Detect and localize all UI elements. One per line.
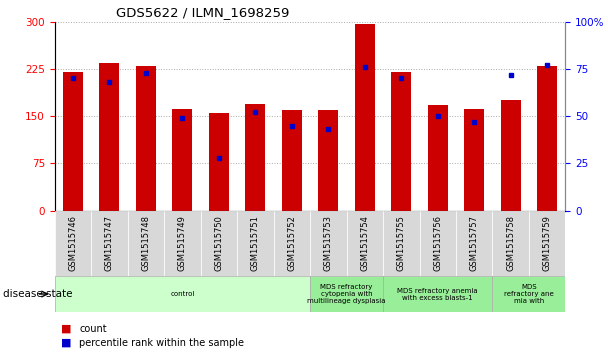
Text: count: count <box>79 323 106 334</box>
Bar <box>492 276 565 312</box>
Text: MDS refractory
cytopenia with
multilineage dysplasia: MDS refractory cytopenia with multilinea… <box>307 284 386 304</box>
Text: GSM1515752: GSM1515752 <box>288 215 296 271</box>
Bar <box>282 110 302 211</box>
Bar <box>354 24 375 211</box>
Text: GSM1515759: GSM1515759 <box>543 215 551 271</box>
Bar <box>492 211 529 276</box>
Text: GSM1515757: GSM1515757 <box>470 215 478 271</box>
Bar <box>310 276 383 312</box>
Bar <box>128 211 164 276</box>
Bar <box>136 66 156 211</box>
Text: GSM1515756: GSM1515756 <box>434 215 442 271</box>
Bar <box>318 110 338 211</box>
Bar <box>99 63 119 211</box>
Bar <box>464 109 484 211</box>
Bar <box>537 66 557 211</box>
Bar <box>55 276 310 312</box>
Bar <box>237 211 274 276</box>
Bar <box>55 211 91 276</box>
Bar <box>91 211 128 276</box>
Bar <box>529 211 565 276</box>
Bar <box>201 211 237 276</box>
Bar <box>209 113 229 211</box>
Text: MDS refractory anemia
with excess blasts-1: MDS refractory anemia with excess blasts… <box>398 287 478 301</box>
Text: control: control <box>170 291 195 297</box>
Text: GSM1515748: GSM1515748 <box>142 215 150 271</box>
Bar <box>383 276 492 312</box>
Bar <box>245 103 265 211</box>
Bar <box>310 211 347 276</box>
Text: GSM1515755: GSM1515755 <box>397 215 406 271</box>
Text: ■: ■ <box>61 338 71 348</box>
Text: ■: ■ <box>61 323 71 334</box>
Text: GSM1515750: GSM1515750 <box>215 215 223 271</box>
Bar <box>500 101 520 211</box>
Bar <box>420 211 456 276</box>
Text: GSM1515747: GSM1515747 <box>105 215 114 271</box>
Bar <box>427 106 447 211</box>
Bar <box>383 211 420 276</box>
Text: GDS5622 / ILMN_1698259: GDS5622 / ILMN_1698259 <box>116 6 289 19</box>
Text: percentile rank within the sample: percentile rank within the sample <box>79 338 244 348</box>
Bar <box>274 211 310 276</box>
Text: GSM1515754: GSM1515754 <box>361 215 369 271</box>
Bar <box>391 72 411 211</box>
Bar <box>63 72 83 211</box>
Text: GSM1515758: GSM1515758 <box>506 215 515 271</box>
Bar <box>456 211 492 276</box>
Bar <box>347 211 383 276</box>
Text: GSM1515749: GSM1515749 <box>178 215 187 271</box>
Text: GSM1515746: GSM1515746 <box>69 215 77 271</box>
Text: GSM1515751: GSM1515751 <box>251 215 260 271</box>
Text: disease state: disease state <box>3 289 72 299</box>
Text: MDS
refractory ane
mia with: MDS refractory ane mia with <box>504 284 554 304</box>
Bar <box>164 211 201 276</box>
Bar <box>172 109 192 211</box>
Text: GSM1515753: GSM1515753 <box>324 215 333 271</box>
